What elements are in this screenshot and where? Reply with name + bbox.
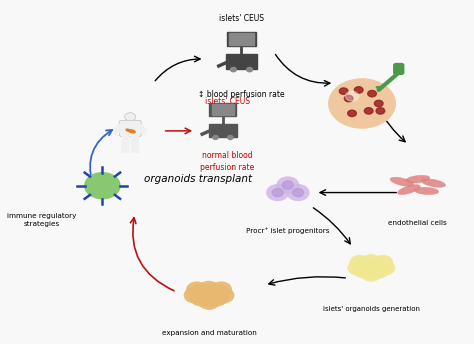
Circle shape [377, 258, 389, 267]
Circle shape [362, 261, 381, 275]
Text: immune regulatory
strategies: immune regulatory strategies [8, 213, 77, 227]
Circle shape [184, 288, 205, 303]
Ellipse shape [390, 177, 413, 186]
Circle shape [344, 95, 353, 102]
Circle shape [362, 267, 381, 281]
Circle shape [354, 258, 374, 272]
Circle shape [365, 263, 378, 272]
Circle shape [191, 284, 211, 300]
Circle shape [210, 294, 224, 303]
FancyBboxPatch shape [209, 123, 237, 137]
Circle shape [202, 297, 216, 307]
Circle shape [328, 79, 395, 128]
Circle shape [215, 284, 228, 294]
Circle shape [125, 113, 136, 121]
Circle shape [213, 288, 234, 303]
Text: islets' organoids generation: islets' organoids generation [323, 305, 420, 312]
FancyBboxPatch shape [119, 120, 141, 137]
FancyBboxPatch shape [210, 103, 237, 116]
Ellipse shape [414, 187, 439, 195]
Circle shape [376, 108, 385, 114]
Circle shape [347, 110, 356, 117]
Circle shape [187, 282, 207, 297]
Circle shape [199, 294, 219, 309]
Circle shape [369, 258, 389, 272]
Circle shape [379, 263, 392, 272]
FancyBboxPatch shape [227, 32, 256, 46]
Circle shape [362, 255, 381, 269]
Circle shape [217, 290, 230, 300]
Circle shape [202, 284, 216, 294]
Text: islets' CEUS: islets' CEUS [219, 14, 264, 23]
Circle shape [188, 290, 201, 300]
Circle shape [199, 288, 219, 303]
Circle shape [355, 87, 363, 93]
Circle shape [287, 184, 309, 201]
Circle shape [207, 291, 227, 306]
Polygon shape [121, 135, 129, 152]
Circle shape [375, 261, 395, 275]
Text: expansion and maturation: expansion and maturation [162, 330, 256, 336]
Circle shape [213, 136, 218, 139]
Circle shape [351, 263, 364, 272]
Circle shape [246, 67, 253, 72]
Text: organoids transplant: organoids transplant [144, 174, 252, 184]
Circle shape [202, 290, 216, 300]
Circle shape [354, 258, 366, 267]
Circle shape [85, 173, 120, 199]
Circle shape [210, 287, 224, 297]
Circle shape [354, 264, 374, 278]
Circle shape [194, 287, 208, 297]
Circle shape [368, 90, 376, 97]
Text: endothelial cells: endothelial cells [388, 220, 447, 226]
Circle shape [369, 264, 389, 278]
Circle shape [211, 282, 231, 297]
Circle shape [283, 181, 293, 189]
Circle shape [199, 281, 219, 297]
Ellipse shape [128, 130, 135, 133]
Text: normal blood
perfusion rate: normal blood perfusion rate [201, 151, 255, 172]
Circle shape [207, 284, 227, 300]
Circle shape [350, 255, 369, 269]
Polygon shape [376, 86, 381, 90]
Circle shape [346, 91, 359, 101]
Circle shape [373, 255, 392, 269]
Circle shape [357, 266, 370, 276]
Circle shape [365, 108, 373, 114]
Text: Procr⁺ islet progenitors: Procr⁺ islet progenitors [246, 227, 329, 234]
Circle shape [272, 189, 283, 197]
Circle shape [373, 260, 385, 270]
Ellipse shape [405, 175, 430, 183]
FancyBboxPatch shape [211, 105, 234, 115]
Circle shape [357, 260, 370, 270]
Circle shape [228, 136, 233, 139]
FancyBboxPatch shape [229, 33, 254, 45]
Circle shape [374, 100, 383, 107]
Circle shape [191, 291, 211, 306]
Circle shape [292, 189, 304, 197]
Ellipse shape [398, 185, 420, 195]
Circle shape [230, 67, 237, 72]
Polygon shape [114, 123, 122, 135]
Text: ↕ blood perfusion rate: ↕ blood perfusion rate [198, 90, 285, 99]
Circle shape [277, 177, 299, 193]
Ellipse shape [126, 129, 130, 131]
Circle shape [348, 261, 367, 275]
Circle shape [194, 294, 208, 303]
Text: islets' CEUS: islets' CEUS [205, 97, 250, 106]
Polygon shape [131, 135, 139, 152]
FancyBboxPatch shape [394, 64, 404, 74]
Polygon shape [138, 123, 146, 135]
FancyBboxPatch shape [226, 54, 257, 69]
Circle shape [365, 257, 378, 266]
Circle shape [339, 88, 348, 94]
Circle shape [365, 269, 378, 279]
Circle shape [373, 266, 385, 276]
Ellipse shape [421, 179, 446, 187]
Circle shape [266, 184, 289, 201]
Circle shape [190, 284, 203, 294]
